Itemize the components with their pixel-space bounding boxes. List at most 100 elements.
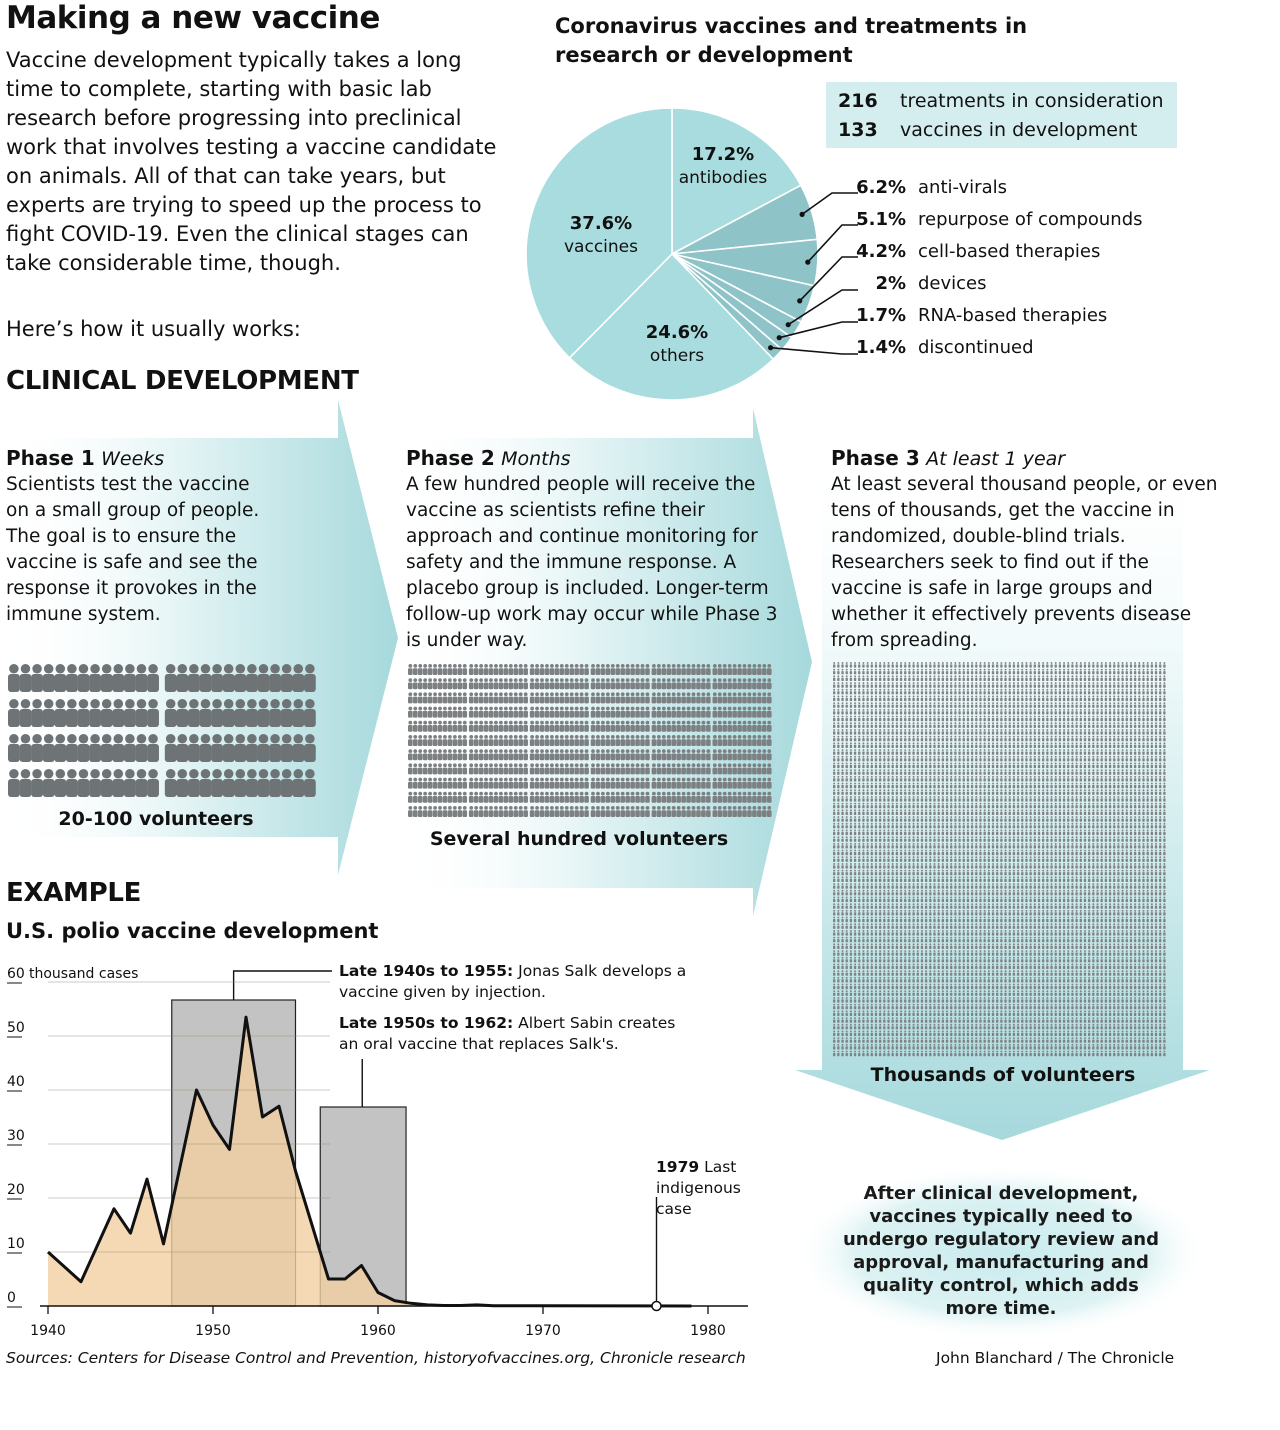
phase3-person-body xyxy=(1075,718,1078,722)
phase3-person-head xyxy=(921,742,923,745)
phase2-person-head xyxy=(615,692,620,697)
phase3-person-body xyxy=(916,791,919,795)
phase3-person-body xyxy=(1071,684,1074,688)
phase3-person-body xyxy=(1037,691,1041,695)
phase3-person-body xyxy=(1054,771,1057,775)
phase2-person-body xyxy=(625,725,630,732)
phase3-person-body xyxy=(1062,724,1066,728)
phase3-person-head xyxy=(1071,735,1074,738)
phase3-person-head xyxy=(1092,775,1095,778)
phase3-person-body xyxy=(883,744,886,748)
phase2-person-head xyxy=(484,664,488,668)
phase3-person-head xyxy=(1138,722,1141,725)
phase2-person-body xyxy=(408,767,413,775)
phase3-person-head xyxy=(983,735,986,738)
phase3-person-body xyxy=(1000,704,1003,708)
phase3-person-body xyxy=(841,764,844,769)
phase3-person-head xyxy=(1038,682,1040,685)
phase2-person-head xyxy=(438,763,442,768)
phase3-person-head xyxy=(937,708,940,711)
phase3-person-body xyxy=(1087,731,1091,735)
phase3-person-head xyxy=(1038,749,1040,752)
phase3-person-head xyxy=(1142,695,1145,698)
phase3-person-head xyxy=(929,702,932,705)
phase2-person-body xyxy=(610,796,616,803)
phase2-person-head xyxy=(645,763,650,768)
phase2-person-head xyxy=(652,749,656,753)
phase3-person-head xyxy=(916,688,919,691)
phase2-person-body xyxy=(717,710,723,718)
phase3-person-head xyxy=(845,775,848,778)
phase3-person-body xyxy=(1154,751,1158,755)
phase2-person-body xyxy=(508,710,514,718)
phase1-person-body xyxy=(89,779,101,797)
phase3-person-body xyxy=(991,684,995,688)
phase3-person-body xyxy=(874,778,878,782)
phase3-person-body xyxy=(1079,778,1082,782)
phase3-person-body xyxy=(883,751,886,755)
phase2-person-body xyxy=(473,796,479,803)
phase3-person-body xyxy=(1029,778,1032,782)
phase3-person-body xyxy=(1100,751,1103,755)
phase3-person-head xyxy=(883,662,886,664)
phase3-person-body xyxy=(1042,704,1045,708)
phase3-person-head xyxy=(1150,782,1153,785)
phase3-person-head xyxy=(1046,762,1049,765)
phase3-person-body xyxy=(1083,724,1087,728)
phase2-person-head xyxy=(523,735,528,739)
phase2-person-body xyxy=(513,668,519,675)
phase3-person-head xyxy=(1155,735,1157,738)
phase3-person-head xyxy=(1038,769,1040,772)
phase3-person-body xyxy=(1067,771,1070,775)
phase3-person-head xyxy=(841,682,844,685)
phase3-person-body xyxy=(1042,751,1045,755)
phase2-person-body xyxy=(503,781,509,789)
phase3-person-body xyxy=(929,778,932,782)
phase3-person-body xyxy=(1104,738,1108,742)
phase2-person-body xyxy=(620,739,626,746)
phase2-person-body xyxy=(600,682,606,690)
phase3-person-body xyxy=(916,731,919,735)
phase2-person-head xyxy=(681,749,686,753)
phase2-person-body xyxy=(417,781,423,789)
phase2-person-head xyxy=(717,749,722,753)
phase3-person-head xyxy=(916,769,919,772)
phase2-person-head xyxy=(671,720,676,725)
phase3-person-body xyxy=(1008,664,1011,668)
phase2-person-head xyxy=(530,749,534,753)
phase3-person-head xyxy=(879,682,882,685)
phase3-person-body xyxy=(1100,697,1103,702)
phase2-person-body xyxy=(483,796,489,803)
phase3-person-head xyxy=(1142,762,1145,765)
phase3-person-body xyxy=(845,764,848,769)
phase3-person-head xyxy=(1017,755,1020,758)
phase3-person-body xyxy=(1033,711,1036,715)
phase3-person-body xyxy=(954,691,957,695)
phase1-person-head xyxy=(148,664,158,674)
phase2-person-body xyxy=(473,781,479,789)
phase2-person-body xyxy=(493,725,499,732)
phase2-person-body xyxy=(635,696,640,704)
phase1-person-head xyxy=(136,769,147,779)
phase3-person-head xyxy=(1000,702,1003,705)
phase3-person-head xyxy=(1025,789,1028,792)
phase3-person-body xyxy=(1046,711,1049,715)
phase2-person-body xyxy=(529,725,535,732)
phase3-person-head xyxy=(1130,715,1132,718)
phase3-person-head xyxy=(1125,762,1128,765)
phase3-person-head xyxy=(1125,729,1128,731)
phase3-person-body xyxy=(1154,724,1158,728)
phase3-person-head xyxy=(895,782,898,785)
phase3-person-head xyxy=(950,668,953,671)
phase3-person-head xyxy=(1008,688,1011,691)
phase3-person-body xyxy=(878,751,882,755)
phase3-person-body xyxy=(887,758,890,762)
phase2-person-head xyxy=(762,749,767,753)
phase2-person-head xyxy=(413,692,418,697)
phase3-person-body xyxy=(1050,684,1053,688)
phase3-person-body xyxy=(1146,724,1149,728)
phase3-person-head xyxy=(1150,742,1153,745)
phase2-person-body xyxy=(564,810,570,817)
phase3-person-head xyxy=(1142,769,1145,772)
phase3-person-head xyxy=(1021,675,1024,678)
